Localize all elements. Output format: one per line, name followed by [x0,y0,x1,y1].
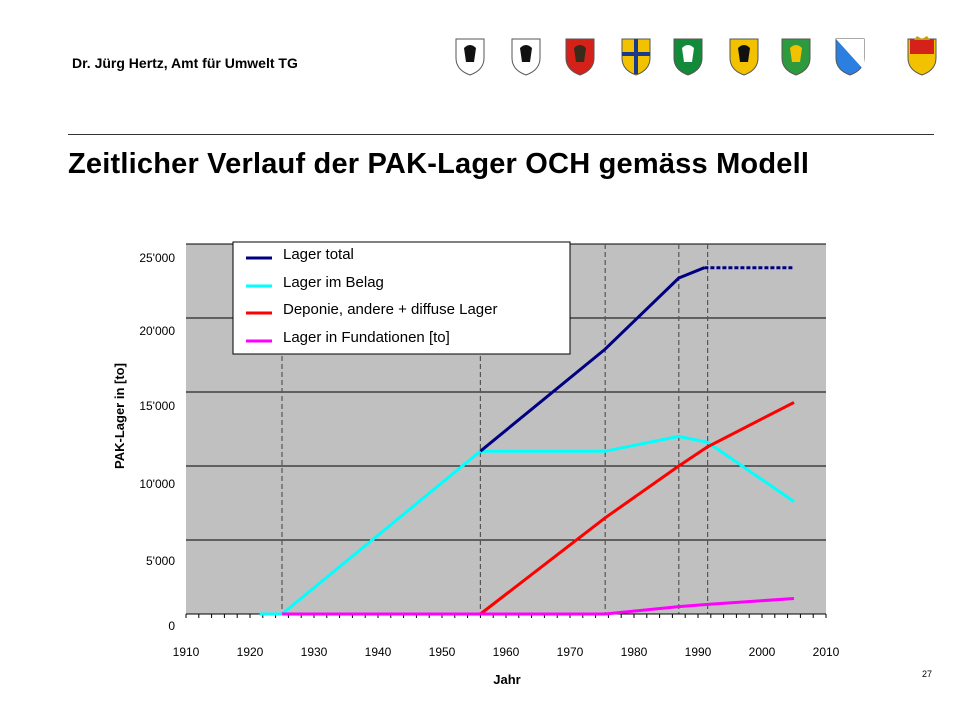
y-tick-label: 20'000 [139,324,175,338]
canton-crests [450,36,950,82]
y-tick-label: 0 [168,619,175,633]
legend-label: Lager in Fundationen [to] [283,329,450,346]
x-tick-label: 1960 [493,645,520,659]
x-tick-label: 1980 [621,645,648,659]
legend-label: Deponie, andere + diffuse Lager [283,301,497,318]
x-tick-label: 1950 [429,645,456,659]
legend-label: Lager im Belag [283,274,384,291]
x-tick-label: 2010 [813,645,840,659]
x-tick-label: 1920 [237,645,264,659]
y-axis-title: PAK-Lager in [to] [112,363,127,469]
y-tick-label: 10'000 [139,477,175,491]
x-tick-label: 1990 [685,645,712,659]
legend-box [232,241,571,355]
zuerich-crest [835,38,865,76]
schaffhausen-crest [455,38,485,76]
liechtenstein-crest [907,36,937,76]
legend-label: Lager total [283,246,354,263]
graubuenden-crest [729,38,759,76]
series-line-deponie-andere-diffuse-lager [479,401,795,616]
st-gallen-crest [673,38,703,76]
title-divider [68,134,934,135]
x-tick-label: 1940 [365,645,392,659]
page-title: Zeitlicher Verlauf der PAK-Lager OCH gem… [68,148,810,180]
x-tick-label: 1970 [557,645,584,659]
x-axis-title: Jahr [493,672,520,687]
glarus-crest [621,38,651,76]
series-line-lager-in-fundationen-to [282,597,795,616]
appenzell-crest [511,38,541,76]
author-label: Dr. Jürg Hertz, Amt für Umwelt TG [72,55,298,71]
x-tick-label: 1930 [301,645,328,659]
y-tick-label: 25'000 [139,251,175,265]
series-line-lager-total [479,266,705,453]
slide-number: 27 [922,669,933,679]
y-tick-label: 5'000 [146,554,175,568]
x-tick-label: 1910 [173,645,200,659]
y-tick-label: 15'000 [139,399,175,413]
appenzell-innerrhoden-crest [565,38,595,76]
thurgau-crest [781,38,811,76]
x-tick-label: 2000 [749,645,776,659]
